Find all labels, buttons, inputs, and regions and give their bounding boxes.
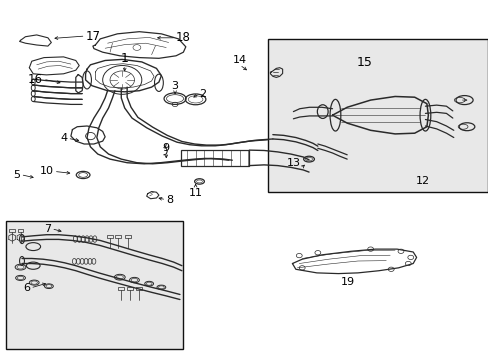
Text: 9: 9 [163, 143, 169, 153]
Text: 12: 12 [415, 176, 429, 186]
Text: 14: 14 [232, 55, 246, 65]
Bar [126, 287, 132, 290]
Text: 2: 2 [199, 89, 206, 99]
Text: 18: 18 [176, 31, 190, 44]
Text: 13: 13 [286, 158, 300, 168]
Bar [18, 229, 23, 232]
Bar [115, 235, 121, 238]
Text: 11: 11 [188, 188, 202, 198]
Text: 5: 5 [14, 170, 20, 180]
Text: 8: 8 [166, 195, 173, 205]
Text: 3: 3 [171, 81, 178, 91]
Bar [118, 287, 124, 290]
Bar [267, 39, 487, 192]
Text: 16: 16 [28, 73, 43, 86]
Bar [107, 235, 113, 238]
Bar [181, 150, 249, 166]
Bar [125, 235, 131, 238]
Text: 10: 10 [40, 166, 54, 176]
Bar [136, 287, 142, 290]
Text: 1: 1 [121, 52, 128, 65]
Text: 15: 15 [356, 56, 371, 69]
Text: 7: 7 [44, 224, 51, 234]
Text: 4: 4 [60, 133, 67, 143]
Bar [9, 229, 15, 232]
Text: 6: 6 [23, 283, 30, 293]
Text: 19: 19 [341, 277, 354, 287]
Bar [6, 221, 183, 349]
Text: 17: 17 [85, 30, 101, 42]
